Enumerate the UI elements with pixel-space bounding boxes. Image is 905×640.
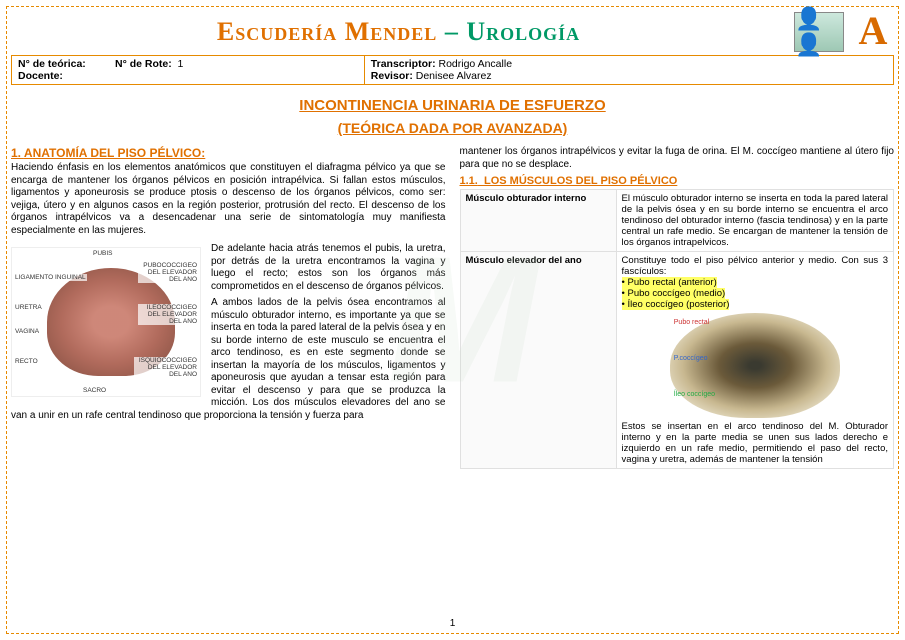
label-uretra: URETRA — [14, 304, 43, 311]
banner-title-part2: Urología — [466, 17, 580, 46]
label-sacro: SACRO — [82, 387, 107, 394]
label-lig-inguinal: LIGAMENTO INGUINAL — [14, 274, 87, 281]
transcriptor-label: Transcriptor: — [371, 58, 436, 70]
table-row: Músculo elevador del ano Constituye todo… — [460, 252, 894, 469]
p2-ileo: Íleo coccígeo — [674, 391, 715, 398]
page-number: 1 — [7, 618, 898, 629]
bullet-0: • Pubo rectal (anterior) — [622, 277, 717, 288]
banner-title-part1: Escudería Mendel — [217, 17, 437, 46]
section1-num: 1. — [11, 146, 21, 160]
transcriptor-value: Rodrigo Ancalle — [438, 58, 512, 70]
banner-title: Escudería Mendel – Urología — [11, 17, 786, 47]
label-pubococcigeo: PUBOCOCCIGEO DEL ELEVADOR DEL ANO — [138, 262, 198, 283]
bullet-2: • Íleo coccígeo (posterior) — [622, 299, 730, 310]
muscle-desc-1: Constituye todo el piso pélvico anterior… — [616, 252, 893, 469]
banner-title-sep: – — [437, 17, 466, 46]
muscle-name-1: Músculo elevador del ano — [460, 252, 616, 469]
rote-value: 1 — [178, 58, 184, 70]
muscle-desc-0: El músculo obturador interno se inserta … — [616, 190, 893, 252]
rote-label: N° de Rote: — [115, 58, 172, 70]
section1-para1: Haciendo énfasis en los elementos anatóm… — [11, 162, 446, 237]
doc-subtitle: (TEÓRICA DADA POR AVANZADA) — [11, 120, 894, 136]
bullet-0-text: Pubo rectal (anterior) — [628, 277, 717, 288]
desc-after: Estos se insertan en el arco tendinoso d… — [622, 421, 888, 465]
revisor-value: Denisee Alvarez — [416, 70, 492, 82]
muscle-name-0: Músculo obturador interno — [460, 190, 616, 252]
label-pubis: PUBIS — [92, 250, 114, 257]
label-recto: RECTO — [14, 358, 39, 365]
portrait-image: 👤👤 — [794, 12, 844, 52]
two-columns: 1. ANATOMÍA DEL PISO PÉLVICO: Haciendo é… — [11, 146, 894, 469]
right-column: mantener los órganos intrapélvicos y evi… — [460, 146, 895, 469]
docente-label: Docente: — [18, 70, 63, 82]
muscle-table: Músculo obturador interno El músculo obt… — [460, 189, 895, 469]
section11-title: LOS MÚSCULOS DEL PISO PÉLVICO — [484, 175, 677, 187]
desc-intro: Constituye todo el piso pélvico anterior… — [622, 255, 888, 277]
p2-pubo: Pubo rectal — [674, 319, 709, 326]
bullet-1: • Pubo coccígeo (medio) — [622, 288, 726, 299]
section1-heading: 1. ANATOMÍA DEL PISO PÉLVICO: — [11, 146, 446, 160]
bullet-2-text: Íleo coccígeo (posterior) — [628, 299, 730, 310]
section1-title: ANATOMÍA DEL PISO PÉLVICO: — [24, 146, 205, 160]
label-isquiococcigeo: ISQUIOCOCCIGEO DEL ELEVADOR DEL ANO — [134, 357, 198, 378]
fig-text-wrap: PUBIS LIGAMENTO INGUINAL URETRA VAGINA R… — [11, 243, 446, 422]
section1-para-col2: mantener los órganos intrapélvicos y evi… — [460, 146, 895, 171]
page-frame: M Escudería Mendel – Urología 👤👤 A N° de… — [6, 6, 899, 634]
pelvis-anatomy-image: PUBIS LIGAMENTO INGUINAL URETRA VAGINA R… — [11, 247, 201, 397]
left-column: 1. ANATOMÍA DEL PISO PÉLVICO: Haciendo é… — [11, 146, 446, 469]
revisor-label: Revisor: — [371, 70, 413, 82]
logo-a-icon: A — [852, 11, 894, 53]
teorica-label: N° de teórica: — [18, 58, 86, 70]
p2-pcocc: P.coccígeo — [674, 355, 708, 362]
bullet-1-text: Pubo coccígeo (medio) — [628, 288, 726, 299]
pelvis-fasciculos-image: Pubo rectal P.coccígeo Íleo coccígeo — [670, 313, 840, 418]
meta-table: N° de teórica: N° de Rote: 1 Docente: Tr… — [11, 55, 894, 85]
table-row: Músculo obturador interno El músculo obt… — [460, 190, 894, 252]
doc-title: INCONTINENCIA URINARIA DE ESFUERZO — [11, 97, 894, 114]
banner: Escudería Mendel – Urología 👤👤 A — [11, 11, 894, 53]
label-ileococcigeo: ILEOCOCCIGEO DEL ELEVADOR DEL ANO — [138, 304, 198, 325]
section11-heading: 1.1. LOS MÚSCULOS DEL PISO PÉLVICO — [460, 175, 895, 187]
section11-num: 1.1. — [460, 175, 478, 187]
label-vagina: VAGINA — [14, 328, 40, 335]
